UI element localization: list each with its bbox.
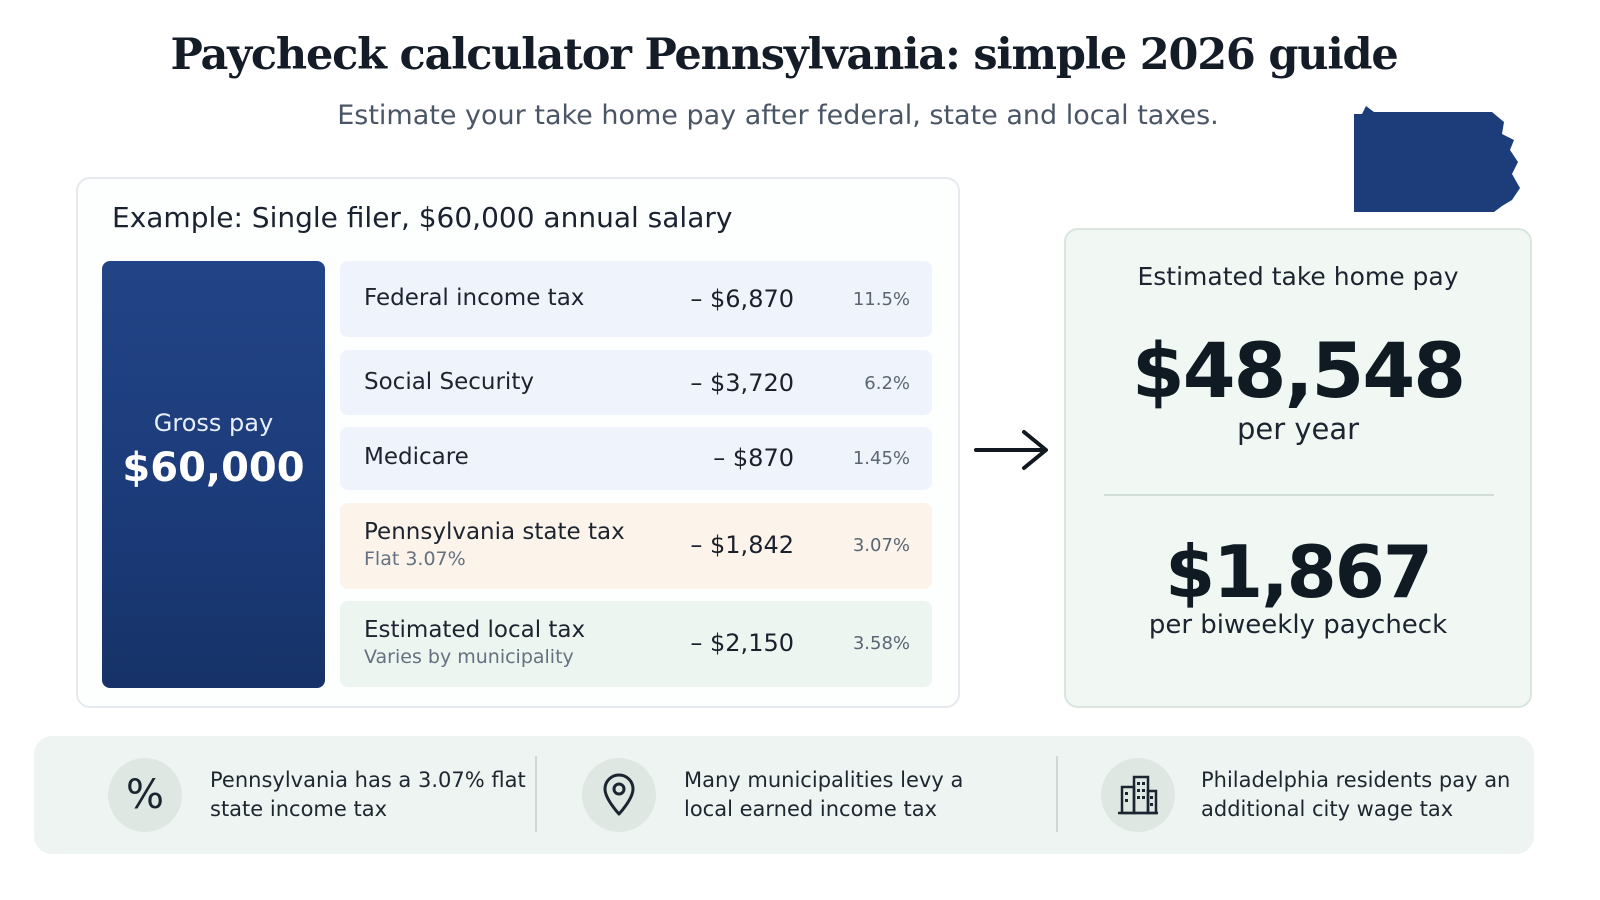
deduction-amount: – $870 — [713, 444, 794, 472]
deduction-percent: 3.58% — [852, 633, 910, 654]
fact-text-local-tax: Many municipalities levy a local earned … — [684, 768, 964, 821]
annual-take-home-value: $48,548 — [1131, 326, 1466, 415]
deduction-label: Estimated local tax — [364, 617, 586, 643]
arrow-right-icon — [974, 430, 1048, 470]
fact-text-state-tax: Pennsylvania has a 3.07% flat state inco… — [210, 768, 526, 821]
deduction-percent: 6.2% — [864, 373, 910, 394]
take-home-label: Estimated take home pay — [1137, 262, 1459, 291]
fact-text-city-tax: Philadelphia residents pay an additional… — [1201, 768, 1511, 821]
annual-take-home-label: per year — [1236, 412, 1360, 446]
biweekly-take-home-label: per biweekly paycheck — [1148, 610, 1448, 640]
take-home-card: Estimated take home pay $48,548 per year… — [1064, 228, 1532, 708]
example-card: Example: Single filer, $60,000 annual sa… — [76, 177, 960, 708]
deduction-label: Federal income tax — [364, 285, 585, 311]
deduction-percent: 3.07% — [852, 535, 910, 556]
deduction-amount: – $2,150 — [690, 629, 794, 657]
gross-pay-panel: Gross pay $60,000 — [102, 261, 325, 688]
deduction-amount: – $1,842 — [690, 531, 794, 559]
deduction-row-federal: Federal income tax – $6,870 11.5% — [340, 261, 932, 337]
page-title: Paycheck calculator Pennsylvania: simple… — [170, 30, 1398, 80]
deduction-amount: – $6,870 — [690, 285, 794, 313]
deduction-row-social-security: Social Security – $3,720 6.2% — [340, 350, 932, 415]
biweekly-take-home-value: $1,867 — [1165, 530, 1433, 614]
deduction-row-state-tax: Pennsylvania state tax Flat 3.07% – $1,8… — [340, 503, 932, 589]
deduction-amount: – $3,720 — [690, 369, 794, 397]
divider — [1104, 494, 1494, 496]
divider — [1056, 756, 1058, 832]
example-title: Example: Single filer, $60,000 annual sa… — [112, 201, 733, 234]
deduction-row-local-tax: Estimated local tax Varies by municipali… — [340, 601, 932, 687]
page-subtitle: Estimate your take home pay after federa… — [337, 100, 1219, 131]
deduction-sublabel: Flat 3.07% — [364, 548, 466, 570]
percent-icon: % — [108, 758, 182, 832]
deduction-row-medicare: Medicare – $870 1.45% — [340, 427, 932, 490]
divider — [535, 756, 537, 832]
deduction-label: Social Security — [364, 369, 534, 395]
gross-pay-label: Gross pay — [153, 409, 274, 437]
deduction-label: Pennsylvania state tax — [364, 519, 625, 545]
facts-strip: % Pennsylvania has a 3.07% flat state in… — [34, 736, 1534, 854]
building-icon — [1101, 758, 1175, 832]
pennsylvania-map-icon — [1354, 106, 1520, 212]
location-pin-icon — [582, 758, 656, 832]
deduction-label: Medicare — [364, 444, 469, 470]
deduction-percent: 11.5% — [852, 289, 910, 310]
gross-pay-value: $60,000 — [122, 445, 305, 491]
deduction-sublabel: Varies by municipality — [364, 646, 574, 668]
deduction-percent: 1.45% — [852, 448, 910, 469]
